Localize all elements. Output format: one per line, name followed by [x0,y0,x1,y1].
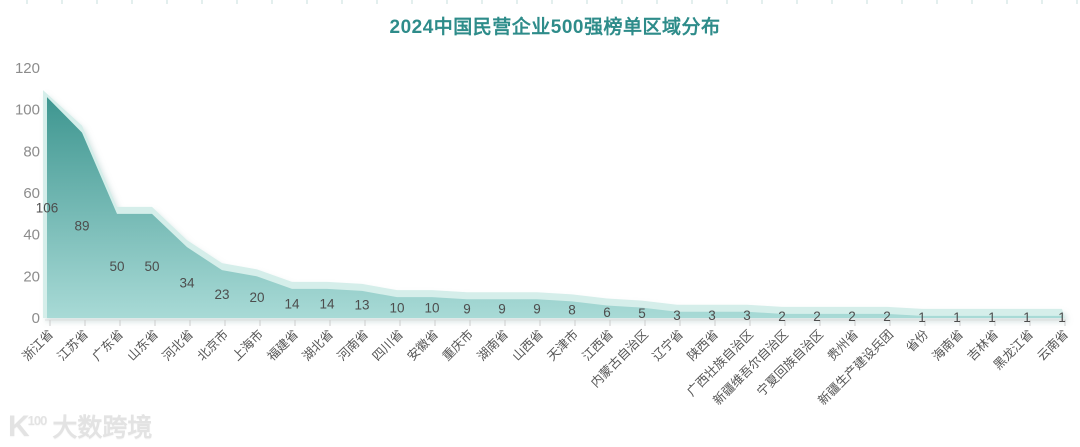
data-label: 14 [319,296,335,311]
area-series[interactable] [47,97,1062,319]
x-axis-category-label: 辽宁省 [649,327,686,364]
x-axis-category-label: 海南省 [929,327,966,364]
y-axis-tick-label: 60 [23,185,40,202]
x-axis-category-label: 上海市 [229,327,266,364]
y-axis-tick-label: 40 [23,227,40,244]
y-axis-tick-label: 100 [15,102,40,119]
data-label: 1 [988,310,996,325]
x-axis-category-label: 江苏省 [54,327,91,364]
data-label: 5 [638,306,646,321]
x-axis-category-label: 重庆市 [439,327,476,364]
top-edge-artifact [0,0,1080,4]
x-axis-category-label: 湖北省 [299,327,336,364]
x-axis-category-label: 河南省 [334,327,371,364]
data-label: 3 [673,308,681,323]
y-axis-labels: 0 20 40 60 80 100 120 [15,60,40,327]
data-label: 2 [848,309,856,324]
watermark: K100 大数跨境 [8,406,153,443]
x-axis-category-label: 福建省 [264,327,301,364]
data-label: 6 [603,305,611,320]
data-label: 1 [953,310,961,325]
x-axis-ticks [49,320,1066,326]
data-labels: 106 89 50 50 34 23 20 14 14 13 10 10 9 9 9 8 6 5 3 3 3 2 2 2 2 1 1… [36,201,1066,325]
data-label: 3 [708,308,716,323]
x-axis-category-label: 安徽省 [404,327,441,364]
data-label: 20 [249,290,264,305]
data-label: 10 [389,301,404,316]
x-axis-category-label: 山东省 [125,327,161,363]
x-axis-category-label: 天津市 [544,327,581,364]
y-axis-tick-label: 0 [32,310,40,327]
x-axis-labels: 浙江省江苏省广东省山东省河北省北京市上海市福建省湖北省河南省四川省安徽省重庆市湖… [19,327,1071,408]
data-label: 1 [1023,310,1031,325]
k100-logo-icon: K100 [8,410,47,443]
data-label: 14 [284,296,300,311]
y-axis-tick-label: 80 [23,143,40,160]
data-label: 50 [144,259,159,274]
data-label: 9 [533,302,541,317]
data-label: 89 [74,218,89,233]
data-label: 13 [354,297,369,312]
x-axis-category-label: 四川省 [370,327,406,363]
data-label: 1 [918,310,926,325]
x-axis-category-label: 广东省 [90,327,126,363]
watermark-text: 大数跨境 [52,414,153,442]
data-label: 1 [1058,310,1066,325]
data-label: 50 [109,259,124,274]
data-label: 2 [813,309,821,324]
data-label: 9 [463,302,471,317]
data-label: 2 [883,309,891,324]
y-axis-tick-label: 20 [23,268,40,285]
x-axis-category-label: 省份 [904,327,932,355]
data-label: 106 [36,201,59,216]
x-axis-category-label: 云南省 [1034,327,1071,364]
data-label: 10 [424,301,439,316]
x-axis-category-label: 河北省 [160,327,196,363]
x-axis-category-label: 北京市 [194,327,231,364]
chart-title: 2024中国民营企业500强榜单区域分布 [389,17,721,38]
data-label: 2 [778,309,786,324]
x-axis-category-label: 湖南省 [474,327,511,364]
y-axis-tick-label: 120 [15,60,40,77]
x-axis-category-label: 山西省 [510,327,546,363]
data-label: 34 [179,276,195,291]
x-axis-category-label: 浙江省 [19,327,56,364]
data-label: 3 [743,308,751,323]
data-label: 8 [568,303,576,318]
data-label: 23 [214,287,229,302]
data-label: 9 [498,302,506,317]
